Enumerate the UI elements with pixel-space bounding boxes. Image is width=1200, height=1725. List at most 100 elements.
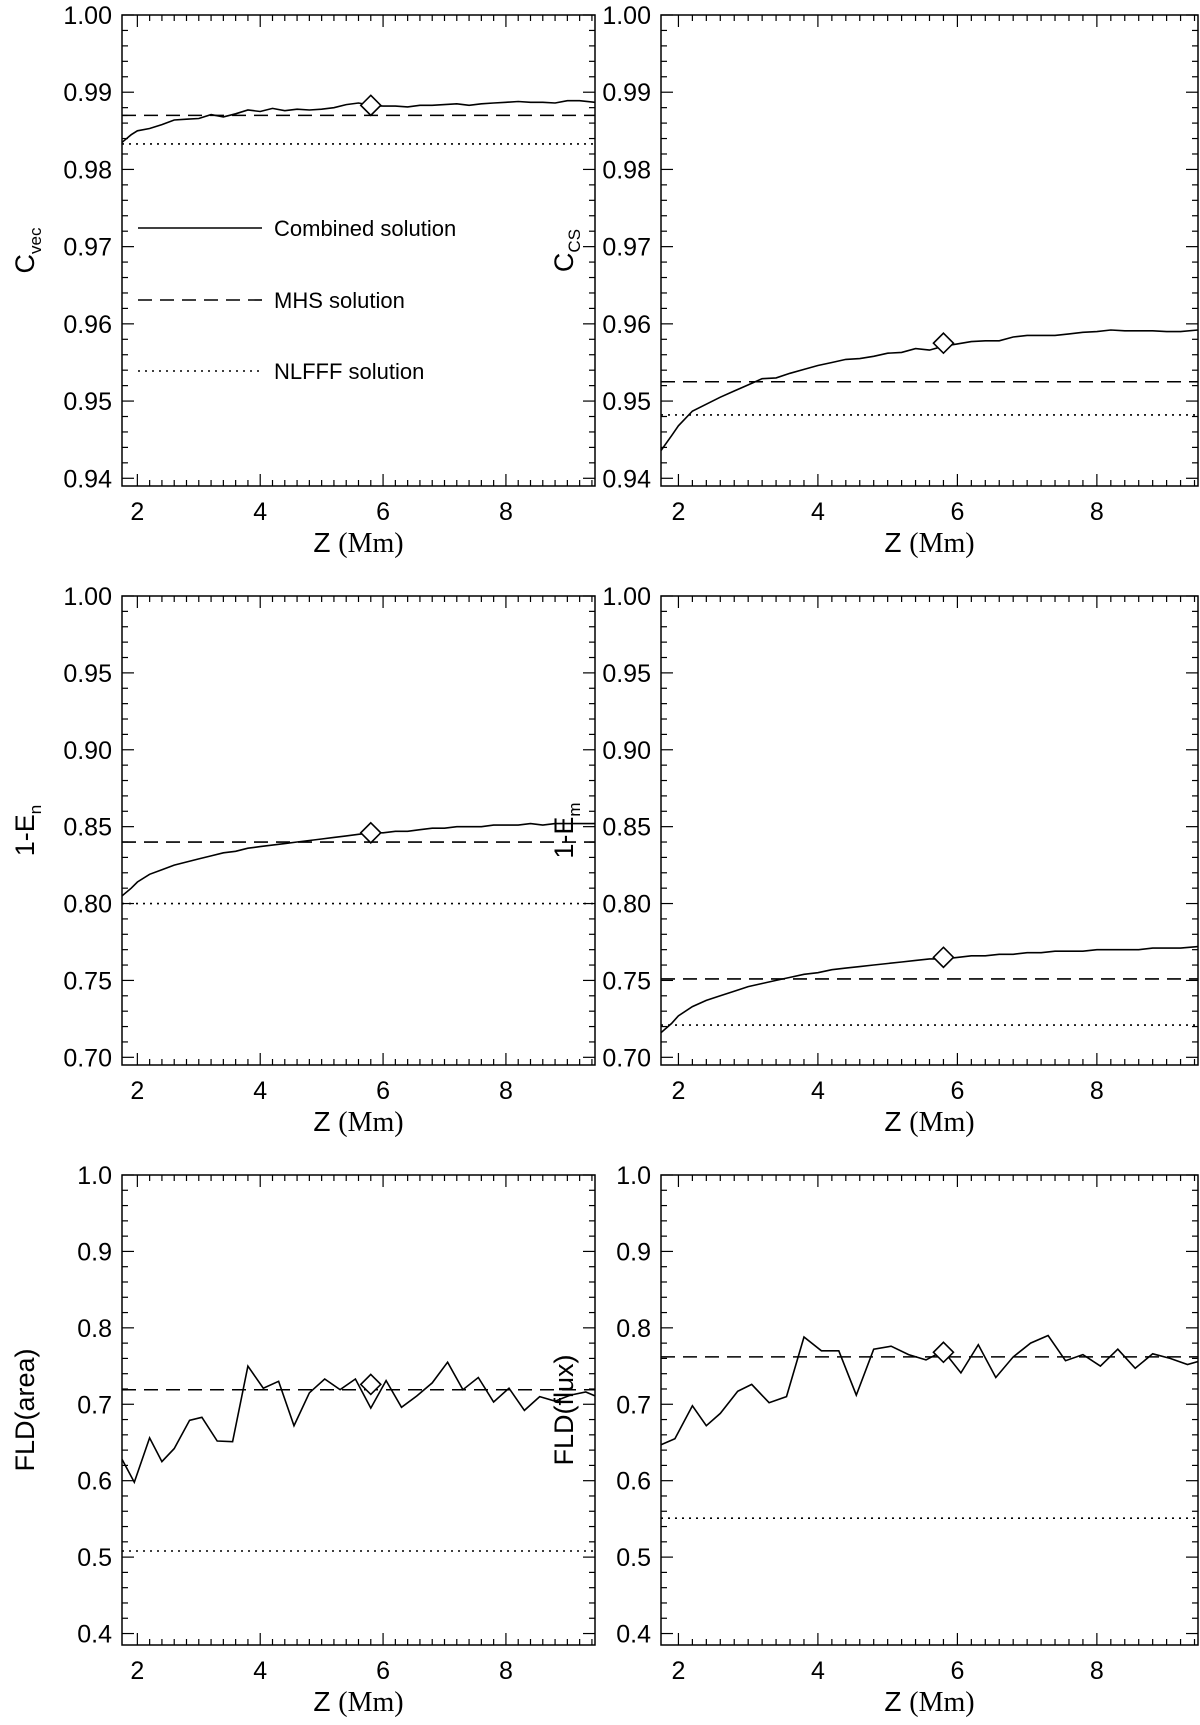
x-tick-label: 6 [950, 1077, 964, 1105]
y-axis-label: FLD(area) [10, 1348, 40, 1471]
panel-5: 2 4 6 8 0.4 0.5 0.6 0.7 0.8 0.9 1.0 Z (Mm) FLD(area) [10, 1162, 596, 1718]
y-tick-label: 1.00 [602, 583, 651, 611]
y-tick-label: 1.0 [616, 1162, 651, 1190]
series-combined-line [122, 1360, 595, 1485]
y-tick-label: 0.75 [602, 967, 651, 995]
y-tick-label: 0.98 [602, 156, 651, 184]
panel-6: 2 4 6 8 0.4 0.5 0.6 0.7 0.8 0.9 1.0 Z (Mm) FLD(flux) [549, 1162, 1199, 1718]
diamond-marker [359, 821, 382, 844]
series-combined-line [661, 945, 1198, 1034]
y-axis-label: CCS [549, 229, 584, 272]
y-tick-label: 0.80 [63, 891, 112, 919]
y-tick-label: 1.00 [63, 583, 112, 611]
x-tick-label: 4 [811, 498, 825, 526]
y-tick-label: 0.7 [77, 1391, 112, 1419]
legend-label: NLFFF solution [274, 359, 424, 384]
x-tick-label: 6 [376, 498, 390, 526]
x-tick-label: 8 [1090, 1657, 1104, 1685]
x-axis-label: Z (Mm) [884, 1686, 974, 1718]
x-axis-label: Z (Mm) [313, 1106, 403, 1138]
y-tick-label: 0.70 [63, 1044, 112, 1072]
x-tick-label: 2 [671, 498, 685, 526]
y-tick-label: 0.8 [616, 1315, 651, 1343]
y-tick-label: 0.5 [77, 1544, 112, 1572]
x-tick-label: 6 [376, 1077, 390, 1105]
panel-1: 2 4 6 8 0.94 0.95 0.96 0.97 0.98 0.99 1.00 Z (Mm) Cv… [10, 2, 596, 559]
legend-label: Combined solution [274, 216, 456, 241]
y-axis-label: 1-En [10, 805, 45, 857]
legend-label: MHS solution [274, 288, 405, 313]
y-tick-label: 0.98 [63, 156, 112, 184]
y-tick-label: 0.95 [63, 388, 112, 416]
x-tick-label: 2 [130, 1657, 144, 1685]
y-tick-label: 1.0 [77, 1162, 112, 1190]
plot-frame [660, 1174, 1199, 1646]
y-tick-label: 0.99 [602, 79, 651, 107]
y-tick-label: 0.85 [63, 814, 112, 842]
diamond-marker [359, 94, 382, 117]
y-tick-label: 0.9 [616, 1238, 651, 1266]
x-tick-label: 6 [950, 498, 964, 526]
panel-3: 2 4 6 8 0.70 0.75 0.80 0.85 0.90 0.95 1.00 Z (Mm) 1-… [10, 583, 596, 1138]
y-tick-label: 0.5 [616, 1544, 651, 1572]
x-tick-label: 2 [130, 1077, 144, 1105]
x-tick-label: 2 [671, 1077, 685, 1105]
y-tick-label: 0.90 [602, 737, 651, 765]
y-tick-label: 0.96 [63, 311, 112, 339]
x-tick-label: 4 [253, 1657, 267, 1685]
x-tick-label: 8 [499, 498, 513, 526]
x-tick-label: 8 [1090, 498, 1104, 526]
y-tick-label: 0.8 [77, 1315, 112, 1343]
y-tick-label: 0.95 [602, 388, 651, 416]
x-tick-label: 2 [130, 498, 144, 526]
panel-2: 2 4 6 8 0.94 0.95 0.96 0.97 0.98 0.99 1.00 Z (Mm) CC… [549, 2, 1199, 559]
diamond-marker [359, 1373, 382, 1396]
x-tick-label: 6 [376, 1657, 390, 1685]
x-axis-label: Z (Mm) [884, 527, 974, 559]
y-tick-label: 0.9 [77, 1238, 112, 1266]
x-axis-label: Z (Mm) [313, 527, 403, 559]
y-tick-label: 0.95 [63, 660, 112, 688]
x-axis-label: Z (Mm) [313, 1686, 403, 1718]
y-tick-label: 0.4 [616, 1621, 651, 1649]
x-tick-label: 4 [811, 1077, 825, 1105]
x-axis-label: Z (Mm) [884, 1106, 974, 1138]
diamond-marker [932, 1341, 955, 1364]
panel-4: 2 4 6 8 0.70 0.75 0.80 0.85 0.90 0.95 1.00 Z (Mm) 1-… [549, 583, 1199, 1138]
diamond-marker [932, 332, 955, 355]
plot-frame [660, 595, 1199, 1066]
x-tick-label: 8 [1090, 1077, 1104, 1105]
diamond-marker [932, 946, 955, 969]
y-axis-label: 1-Em [549, 802, 584, 858]
y-tick-label: 1.00 [602, 2, 651, 30]
x-tick-label: 6 [950, 1657, 964, 1685]
series-combined-line [122, 822, 595, 897]
y-axis-label: FLD(flux) [549, 1354, 579, 1465]
plot-frame [121, 14, 596, 487]
y-tick-label: 0.80 [602, 891, 651, 919]
x-tick-label: 4 [253, 1077, 267, 1105]
y-tick-label: 0.95 [602, 660, 651, 688]
y-tick-label: 0.94 [63, 465, 112, 493]
y-tick-label: 0.6 [77, 1468, 112, 1496]
x-tick-label: 4 [811, 1657, 825, 1685]
x-tick-label: 8 [499, 1657, 513, 1685]
y-tick-label: 0.7 [616, 1391, 651, 1419]
plot-frame [121, 595, 596, 1066]
y-tick-label: 1.00 [63, 2, 112, 30]
y-tick-label: 0.99 [63, 79, 112, 107]
y-tick-label: 0.6 [616, 1468, 651, 1496]
x-tick-label: 4 [253, 498, 267, 526]
series-combined-line [661, 1334, 1198, 1446]
x-tick-label: 8 [499, 1077, 513, 1105]
y-tick-label: 0.70 [602, 1044, 651, 1072]
series-combined-line [122, 99, 595, 144]
y-tick-label: 0.4 [77, 1621, 112, 1649]
y-tick-label: 0.96 [602, 311, 651, 339]
series-combined-line [661, 329, 1198, 451]
x-tick-label: 2 [671, 1657, 685, 1685]
y-tick-label: 0.94 [602, 465, 651, 493]
y-tick-label: 0.85 [602, 814, 651, 842]
y-tick-label: 0.97 [602, 234, 651, 262]
